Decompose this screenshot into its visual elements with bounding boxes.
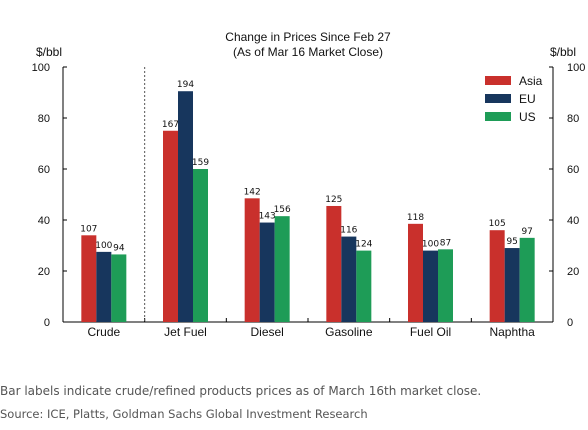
- bar-eu: [178, 91, 193, 322]
- right-y-tick-label: 40: [567, 215, 579, 227]
- bar-value-label: 124: [355, 240, 372, 250]
- bar-us: [519, 237, 535, 322]
- x-category-label: Crude: [87, 325, 120, 339]
- bar-asia: [163, 130, 178, 322]
- x-category-label: Gasoline: [325, 325, 373, 339]
- bar-us: [356, 250, 372, 322]
- right-axis-unit: $/bbl: [550, 45, 576, 59]
- right-y-tick-label: 80: [567, 113, 579, 125]
- bar-value-label: 143: [259, 212, 276, 222]
- left-y-tick-label: 80: [38, 113, 50, 125]
- bar-us: [438, 249, 453, 322]
- bar-asia: [326, 205, 342, 322]
- chart-caption: Bar labels indicate crude/refined produc…: [0, 384, 482, 398]
- bar-value-label: 118: [407, 213, 424, 223]
- right-y-tick-label: 0: [567, 317, 573, 329]
- right-y-tick-label: 20: [567, 266, 579, 278]
- bar-eu: [423, 250, 438, 322]
- right-y-tick-label: 100: [567, 62, 585, 74]
- x-category-label: Diesel: [250, 325, 283, 339]
- bar-value-label: 105: [489, 219, 506, 229]
- right-y-tick-label: 60: [567, 164, 579, 176]
- bar-value-label: 94: [113, 243, 125, 253]
- bar-value-label: 156: [274, 205, 291, 215]
- bar-us: [111, 254, 127, 322]
- bar-value-label: 100: [95, 241, 112, 251]
- bar-us: [193, 169, 208, 322]
- left-y-tick-label: 100: [32, 62, 50, 74]
- left-y-tick-label: 20: [38, 266, 50, 278]
- bar-value-label: 159: [192, 158, 209, 168]
- legend-swatch-eu: [485, 94, 511, 103]
- left-axis-unit: $/bbl: [36, 45, 62, 59]
- left-y-tick-label: 40: [38, 215, 50, 227]
- x-category-label: Fuel Oil: [410, 325, 451, 339]
- source-note: Source: ICE, Platts, Goldman Sachs Globa…: [0, 407, 368, 421]
- bar-value-label: 142: [244, 187, 261, 197]
- bar-value-label: 107: [80, 224, 97, 234]
- bar-asia: [244, 198, 260, 322]
- chart-subtitle: (As of Mar 16 Market Close): [233, 45, 383, 59]
- legend-label-eu: EU: [519, 92, 536, 106]
- chart-title: Change in Prices Since Feb 27: [225, 30, 391, 44]
- bar-value-label: 100: [422, 240, 439, 250]
- bar-value-label: 125: [325, 195, 342, 205]
- bar-chart: Change in Prices Since Feb 27 (As of Mar…: [32, 30, 586, 339]
- bar-eu: [96, 251, 112, 322]
- x-category-label: Jet Fuel: [164, 325, 207, 339]
- bar-value-label: 95: [506, 237, 517, 247]
- bar-eu: [341, 236, 357, 322]
- bar-value-label: 194: [177, 80, 194, 90]
- left-y-tick-label: 60: [38, 164, 50, 176]
- legend-swatch-asia: [485, 76, 511, 85]
- left-y-tick-label: 0: [44, 317, 50, 329]
- bar-asia: [408, 223, 423, 322]
- bar-asia: [489, 230, 505, 322]
- bar-value-label: 167: [162, 120, 179, 130]
- x-category-label: Naphtha: [489, 325, 535, 339]
- bar-asia: [81, 235, 97, 322]
- bar-value-label: 87: [440, 238, 451, 248]
- bar-eu: [259, 222, 275, 322]
- bar-value-label: 116: [340, 226, 357, 236]
- legend-label-asia: Asia: [519, 74, 543, 88]
- legend-label-us: US: [519, 110, 536, 124]
- bar-value-label: 97: [521, 227, 532, 237]
- bar-eu: [504, 248, 520, 322]
- legend-swatch-us: [485, 112, 511, 121]
- bar-us: [274, 216, 290, 322]
